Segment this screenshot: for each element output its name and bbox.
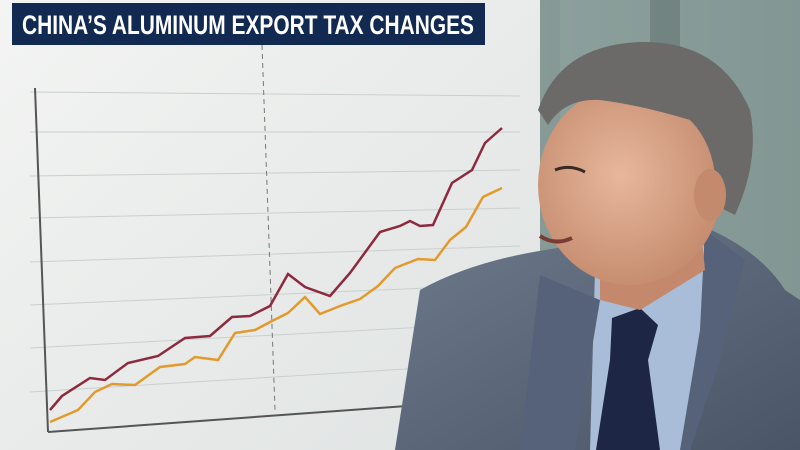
lapel-left (520, 275, 600, 450)
board-line-orange (49, 186, 503, 424)
headline-banner (12, 3, 485, 45)
person (395, 41, 800, 450)
whiteboard (0, 0, 540, 450)
board-axes (34, 87, 421, 433)
mouth (538, 234, 573, 244)
tie (596, 308, 660, 450)
board-line-red (49, 127, 503, 411)
eye (554, 165, 586, 174)
ear (694, 169, 726, 221)
headline-title: CHINA’S ALUMINUM EXPORT TAX CHANGES (22, 10, 474, 40)
hair (538, 41, 753, 215)
face (538, 85, 722, 285)
lapel-right (680, 230, 745, 450)
